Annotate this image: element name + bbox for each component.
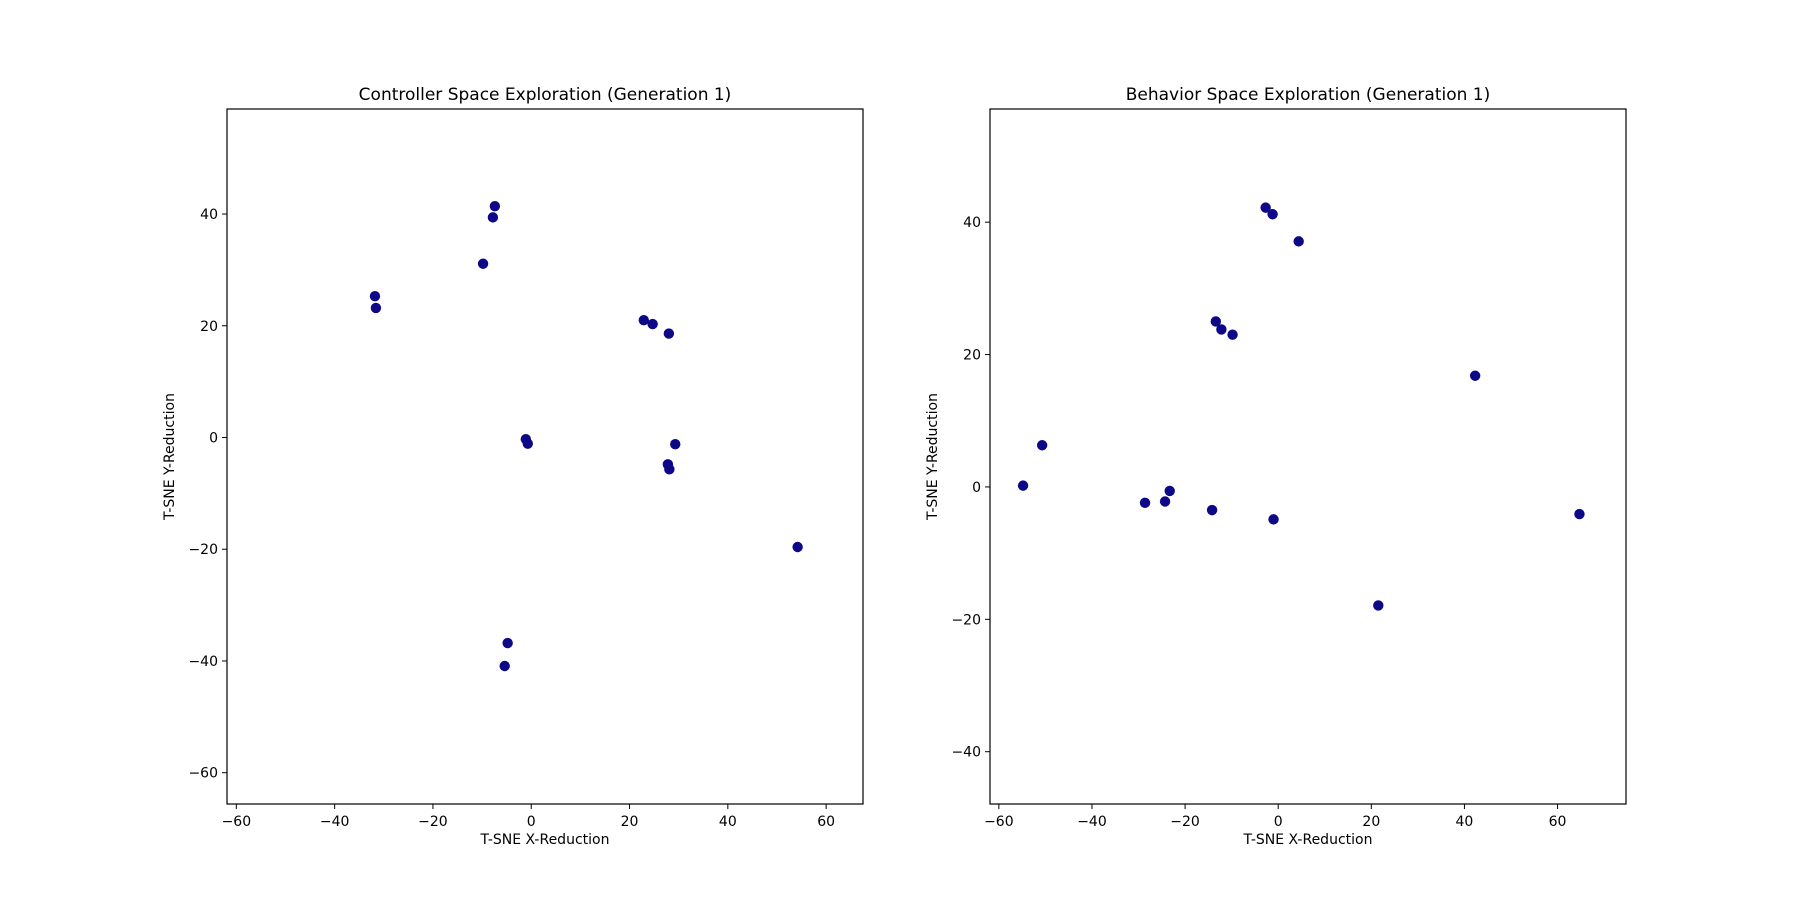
behavior-data-point bbox=[1293, 236, 1304, 247]
behavior-space-plot: −60 −40 −20 0 20 40 60 −40 −20 0 20 40 Behavior Spac… bbox=[925, 85, 1627, 848]
controller-data-point bbox=[502, 637, 513, 649]
controller-data-point bbox=[370, 302, 382, 314]
behavior-data-point bbox=[1036, 440, 1048, 451]
behavior-x-axis-label: T-SNE X-Reduction bbox=[1243, 832, 1373, 848]
controller-axes-frame bbox=[226, 108, 864, 805]
behavior-x-tick-label: 0 bbox=[1274, 814, 1283, 830]
behavior-data-point bbox=[1260, 202, 1271, 213]
controller-y-axis-label: T-SNE Y-Reduction bbox=[162, 393, 178, 521]
controller-x-tick-label: 60 bbox=[817, 814, 835, 830]
behavior-y-axis-label: T-SNE Y-Reduction bbox=[925, 393, 941, 521]
controller-data-point bbox=[663, 328, 675, 339]
behavior-x-tick-label: 40 bbox=[1456, 814, 1474, 830]
behavior-y-tick-label: −20 bbox=[951, 612, 981, 628]
controller-data-point bbox=[792, 541, 803, 553]
behavior-y-tick-label: −40 bbox=[951, 745, 981, 761]
behavior-x-tick-label: −60 bbox=[984, 814, 1014, 830]
controller-data-point bbox=[647, 318, 658, 330]
controller-x-tick-label: −20 bbox=[418, 814, 448, 830]
controller-data-point bbox=[489, 201, 501, 212]
behavior-x-tick-label: −40 bbox=[1077, 814, 1107, 830]
behavior-data-point bbox=[1373, 600, 1384, 611]
behavior-data-point bbox=[1017, 480, 1029, 491]
behavior-data-point bbox=[1268, 514, 1279, 525]
controller-x-tick-label: 40 bbox=[719, 814, 737, 830]
behavior-data-point bbox=[1469, 370, 1481, 381]
controller-x-tick-label: −40 bbox=[320, 814, 350, 830]
behavior-y-tick-label: 40 bbox=[963, 215, 981, 231]
controller-x-axis-label: T-SNE X-Reduction bbox=[480, 832, 610, 848]
controller-x-tick-label: 20 bbox=[621, 814, 639, 830]
controller-y-tick-label: −20 bbox=[188, 542, 218, 558]
controller-data-point bbox=[664, 464, 675, 475]
behavior-data-point bbox=[1227, 329, 1238, 340]
controller-y-tick-label: 20 bbox=[200, 319, 218, 335]
controller-data-point bbox=[477, 258, 489, 269]
behavior-axes-frame bbox=[989, 108, 1627, 805]
controller-chart-title: Controller Space Exploration (Generation… bbox=[359, 85, 732, 105]
behavior-data-point bbox=[1206, 504, 1218, 516]
behavior-chart-title: Behavior Space Exploration (Generation 1… bbox=[1126, 85, 1491, 105]
behavior-data-point bbox=[1139, 497, 1151, 509]
controller-data-point bbox=[369, 290, 381, 302]
controller-y-tick-label: −60 bbox=[188, 766, 218, 782]
behavior-data-point bbox=[1164, 485, 1175, 497]
behavior-x-tick-label: 60 bbox=[1549, 814, 1567, 830]
controller-y-tick-label: −40 bbox=[188, 654, 218, 670]
behavior-data-point bbox=[1159, 496, 1171, 507]
behavior-x-tick-label: −20 bbox=[1170, 814, 1200, 830]
controller-y-tick-label: 0 bbox=[209, 431, 218, 447]
behavior-x-tick-label: 20 bbox=[1362, 814, 1380, 830]
behavior-y-tick-label: 20 bbox=[963, 348, 981, 364]
controller-space-plot: −60 −40 −20 0 20 40 60 −60 −40 −20 0 20 40 Controller… bbox=[162, 85, 864, 848]
controller-data-point bbox=[670, 439, 681, 450]
controller-data-point bbox=[499, 660, 510, 672]
behavior-data-point bbox=[1267, 209, 1278, 220]
controller-data-point bbox=[638, 314, 649, 326]
controller-x-tick-label: −60 bbox=[222, 814, 252, 830]
controller-data-point bbox=[522, 438, 533, 449]
controller-y-tick-label: 40 bbox=[200, 207, 218, 223]
controller-x-tick-label: 0 bbox=[527, 814, 536, 830]
behavior-data-point bbox=[1210, 316, 1222, 327]
controller-data-point bbox=[487, 212, 499, 223]
behavior-data-point bbox=[1574, 508, 1585, 520]
behavior-data-point bbox=[1216, 324, 1227, 335]
behavior-y-tick-label: 0 bbox=[972, 480, 981, 496]
